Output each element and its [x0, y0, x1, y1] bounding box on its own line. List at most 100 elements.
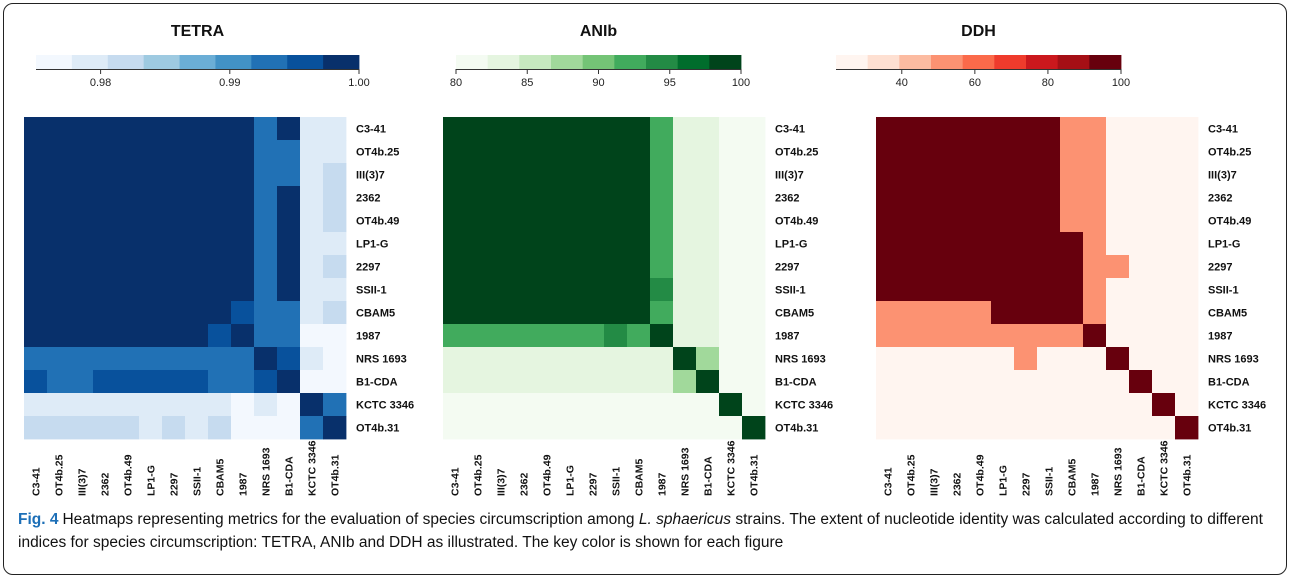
heatmap-cell [673, 232, 697, 256]
heatmap-cell [945, 393, 969, 417]
heatmap-cell [162, 278, 186, 302]
heatmap-cell [185, 278, 209, 302]
heatmap-cell [876, 117, 900, 141]
heatmap-cell [443, 393, 467, 417]
heatmap-cell [70, 324, 94, 348]
heatmap-cell [231, 278, 255, 302]
heatmap-cell [47, 324, 71, 348]
heatmap-cell [1175, 324, 1199, 348]
heatmap-cell [627, 186, 651, 210]
heatmap-cell [489, 393, 513, 417]
row-label: SSII-1 [775, 285, 806, 297]
heatmap-figure: TETRA 0.98 0.99 1.00 C3-41 OT4b.25 III(3)7 2362… [24, 23, 1266, 496]
heatmap-cell [991, 117, 1015, 141]
heatmap-cell [604, 370, 628, 394]
row-label: 1987 [775, 331, 799, 343]
heatmap-cell [991, 209, 1015, 233]
heatmap-cell [991, 278, 1015, 302]
heatmap-cell [489, 324, 513, 348]
heatmap-cell [323, 416, 347, 440]
heatmap-cell [627, 140, 651, 164]
heatmap-cell [558, 301, 582, 325]
heatmap-cell [1083, 255, 1107, 279]
heatmap-cell [1014, 232, 1038, 256]
colorbar-segment [677, 55, 710, 69]
heatmap-cell [231, 416, 255, 440]
heatmap-cell [47, 163, 71, 187]
heatmap-cell [300, 324, 324, 348]
heatmap-cell [1106, 163, 1130, 187]
column-label: NRS 1693 [261, 447, 273, 496]
heatmap-cell [673, 163, 697, 187]
row-label: CBAM5 [356, 308, 395, 320]
heatmap-cell [719, 416, 743, 440]
heatmap-cell [443, 301, 467, 325]
chart-title: DDH [961, 23, 996, 40]
heatmap-cell [696, 186, 720, 210]
heatmap-cell [558, 416, 582, 440]
row-label: NRS 1693 [1208, 354, 1259, 366]
heatmap-cell [185, 324, 209, 348]
heatmap-cell [719, 347, 743, 371]
heatmap-cell [139, 186, 163, 210]
heatmap-cell [696, 232, 720, 256]
column-label: OT4b.25 [54, 454, 66, 496]
heatmap-cell [466, 370, 490, 394]
column-label: OT4b.25 [473, 454, 485, 496]
heatmap-cell [558, 324, 582, 348]
heatmap-cell [1129, 186, 1153, 210]
heatmap-cell [254, 416, 278, 440]
heatmap-cell [70, 117, 94, 141]
colorbar-segment [646, 55, 679, 69]
heatmap-cell [535, 232, 559, 256]
heatmap-cell [604, 209, 628, 233]
row-label: NRS 1693 [775, 354, 826, 366]
heatmap-cell [1175, 140, 1199, 164]
heatmap-cell [300, 163, 324, 187]
column-label: OT4b.25 [906, 454, 918, 496]
heatmap-cell [1083, 370, 1107, 394]
heatmap-cell [70, 255, 94, 279]
heatmap-cell [24, 255, 48, 279]
heatmap-cell [968, 140, 992, 164]
heatmap-cell [650, 186, 674, 210]
heatmap-cell [489, 301, 513, 325]
heatmap-cell [991, 324, 1015, 348]
heatmap-cell [116, 163, 140, 187]
heatmap-cell [719, 140, 743, 164]
heatmap-cell [1083, 209, 1107, 233]
heatmap-cell [1083, 416, 1107, 440]
heatmap-cell [1037, 324, 1061, 348]
heatmap-cell [604, 324, 628, 348]
heatmap-cell [673, 393, 697, 417]
colorbar-segment [899, 55, 932, 69]
heatmap-cell [968, 393, 992, 417]
heatmap-cell [696, 324, 720, 348]
heatmap-cell [899, 140, 923, 164]
heatmap-cell [277, 278, 301, 302]
heatmap-cell [1129, 301, 1153, 325]
heatmap-cell [581, 347, 605, 371]
row-label: 2362 [775, 193, 799, 205]
heatmap-cell [1152, 255, 1176, 279]
heatmap-cell [443, 370, 467, 394]
colorbar-segment [551, 55, 584, 69]
heatmap-cell [162, 140, 186, 164]
row-label: LP1-G [775, 239, 807, 251]
heatmap-cell [1129, 416, 1153, 440]
heatmap-cell [1083, 301, 1107, 325]
heatmap-cell [116, 370, 140, 394]
heatmap-cell [604, 301, 628, 325]
heatmap-cell [277, 140, 301, 164]
colorbar-tick-label: 40 [896, 77, 908, 89]
heatmap-cell [139, 370, 163, 394]
heatmap-cell [323, 370, 347, 394]
column-label: LP1-G [998, 465, 1010, 496]
row-label: NRS 1693 [356, 354, 407, 366]
colorbar-segment [287, 55, 324, 69]
heatmap-cell [1106, 301, 1130, 325]
row-label: B1-CDA [775, 377, 817, 389]
heatmap-cell [650, 255, 674, 279]
heatmap-cell [47, 232, 71, 256]
heatmap-cell [512, 416, 536, 440]
